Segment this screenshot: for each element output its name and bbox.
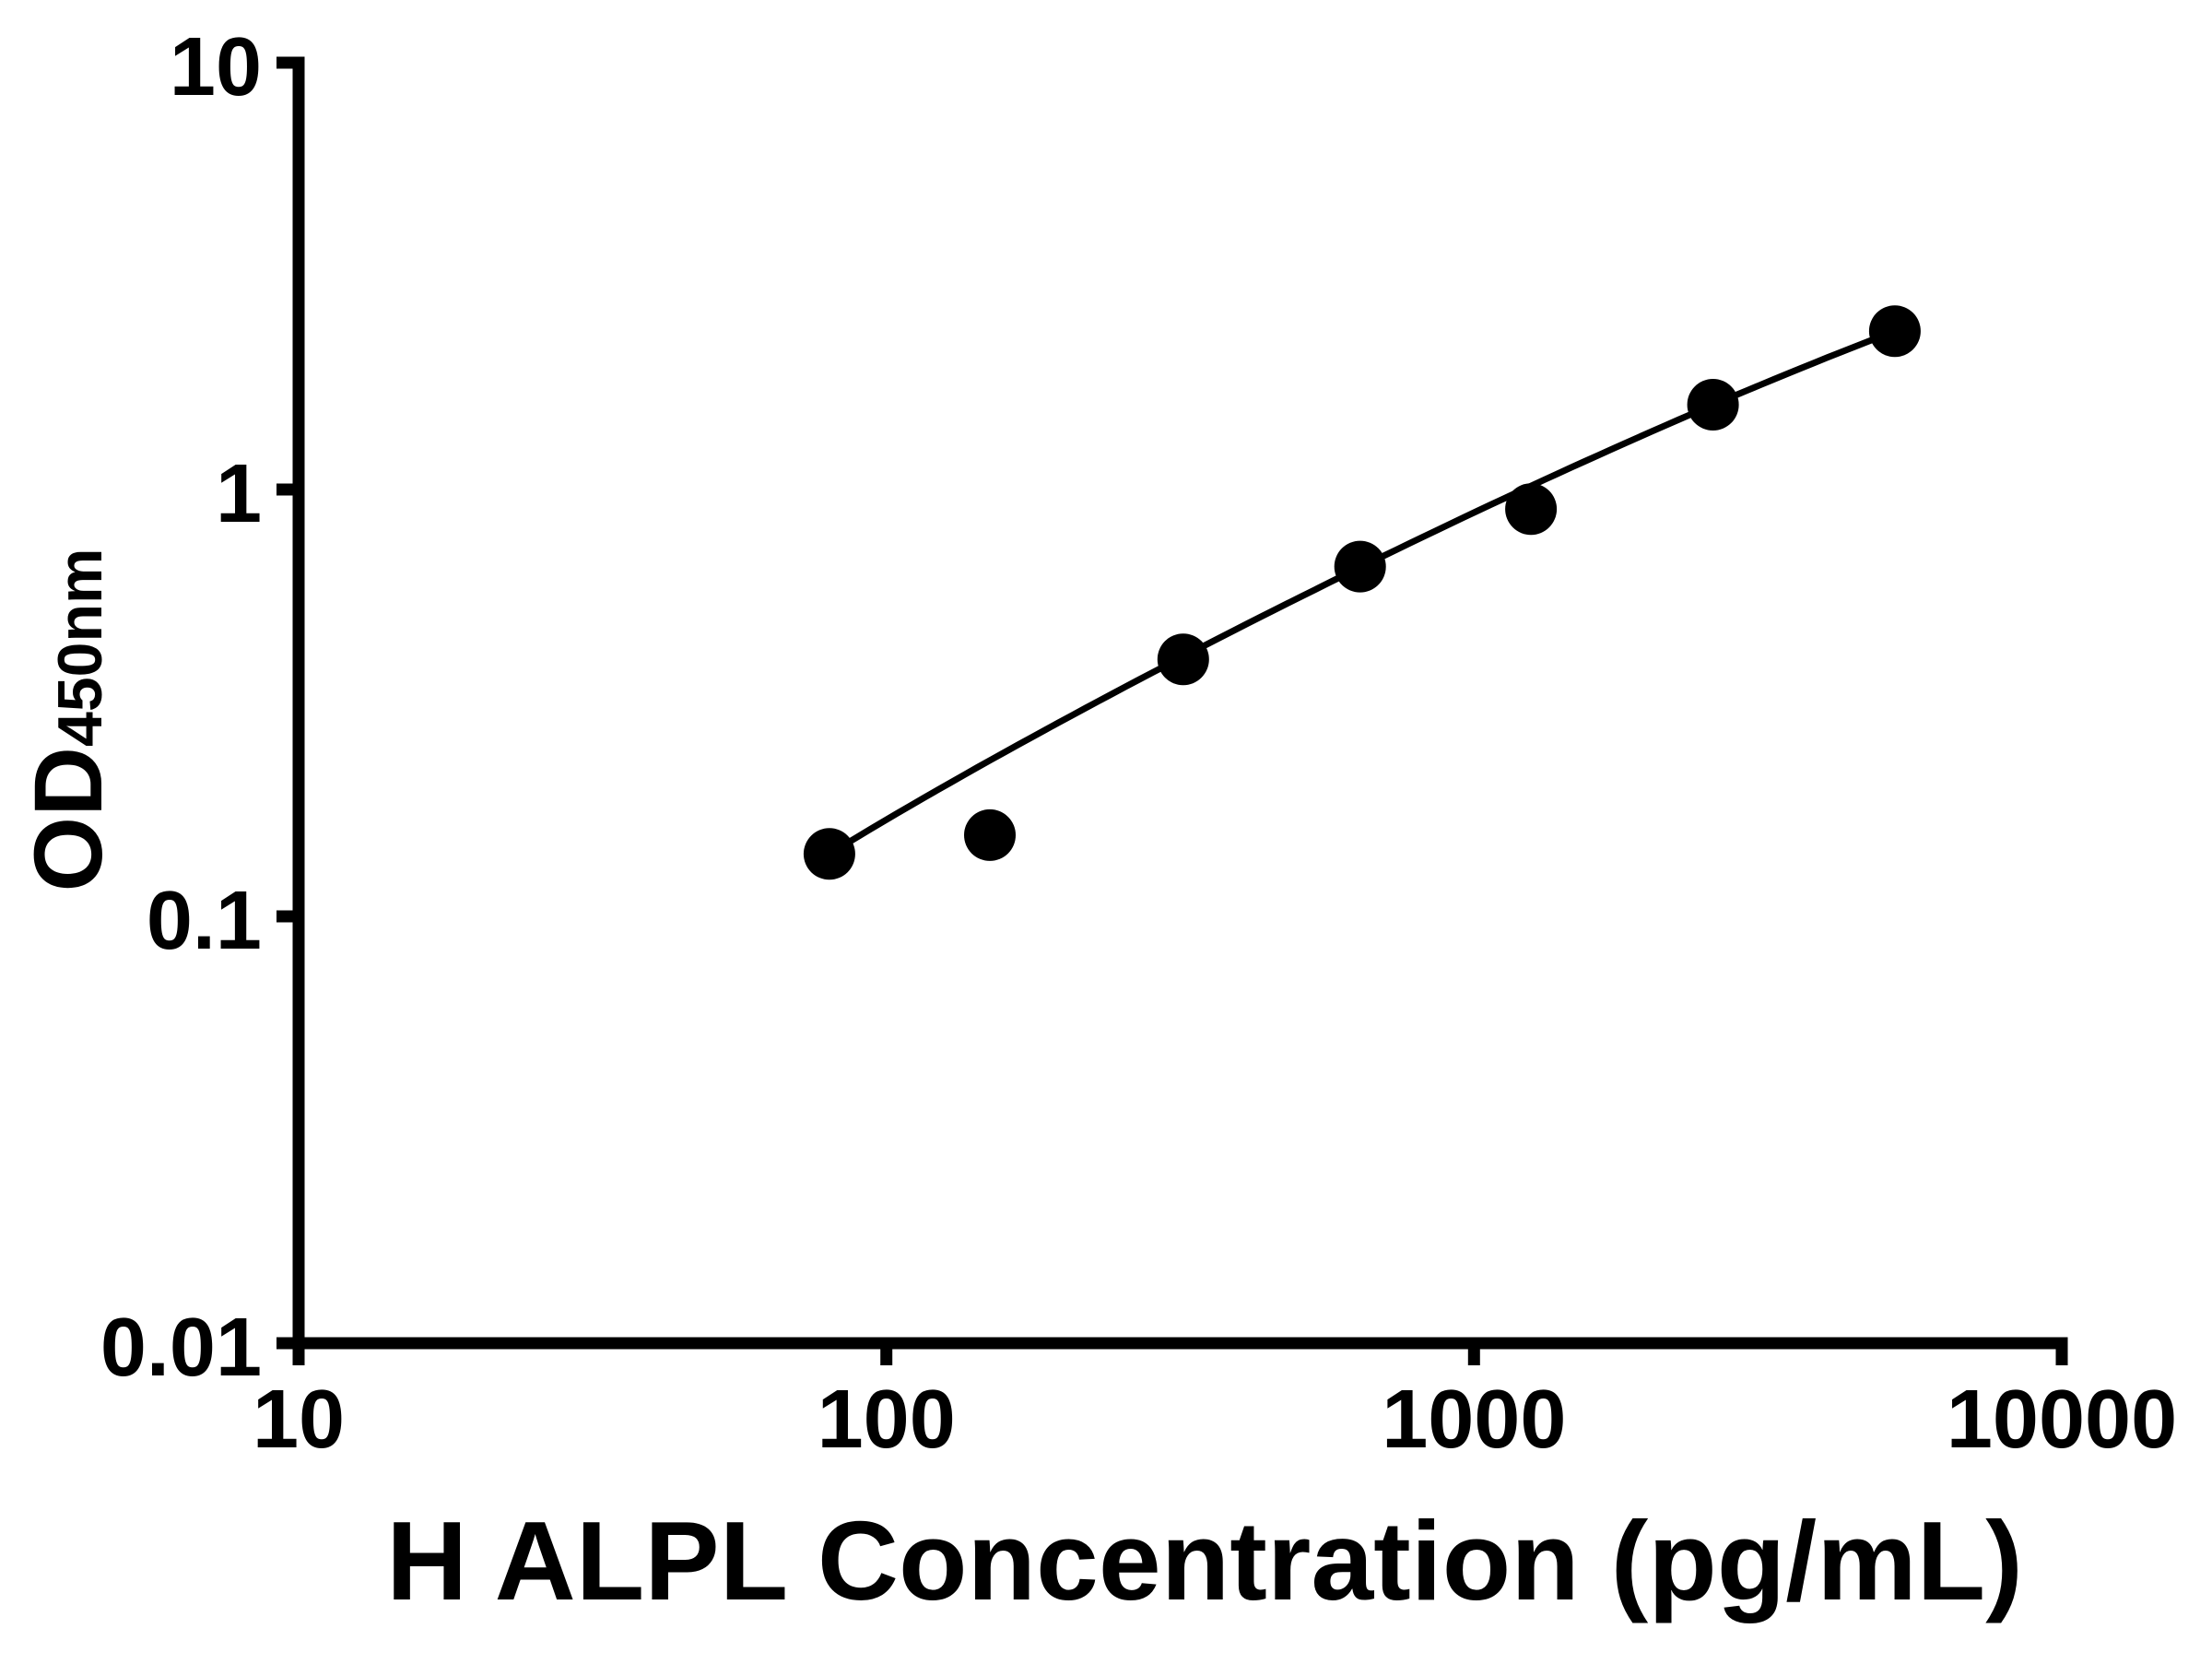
svg-text:1000: 1000 [1382, 1374, 1566, 1466]
svg-text:H ALPL Concentration (pg/mL): H ALPL Concentration (pg/mL) [386, 1498, 2023, 1623]
svg-text:0.1: 0.1 [147, 875, 262, 967]
svg-text:10: 10 [170, 21, 262, 113]
svg-text:10000: 10000 [1947, 1374, 2177, 1466]
svg-text:10: 10 [253, 1374, 345, 1466]
svg-text:OD450nm: OD450nm [15, 549, 123, 892]
svg-text:100: 100 [818, 1374, 956, 1466]
svg-text:0.01: 0.01 [100, 1302, 262, 1394]
svg-text:1: 1 [216, 448, 262, 540]
